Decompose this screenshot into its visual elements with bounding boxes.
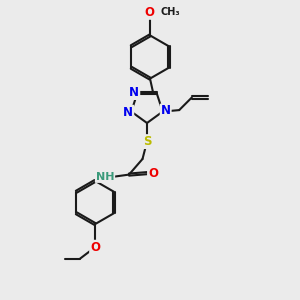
- Text: NH: NH: [96, 172, 114, 182]
- Text: N: N: [161, 104, 171, 118]
- Text: S: S: [143, 135, 151, 148]
- Text: O: O: [144, 6, 154, 19]
- Text: O: O: [148, 167, 158, 180]
- Text: N: N: [129, 86, 139, 99]
- Text: CH₃: CH₃: [160, 7, 180, 17]
- Text: N: N: [123, 106, 133, 119]
- Text: O: O: [90, 241, 100, 254]
